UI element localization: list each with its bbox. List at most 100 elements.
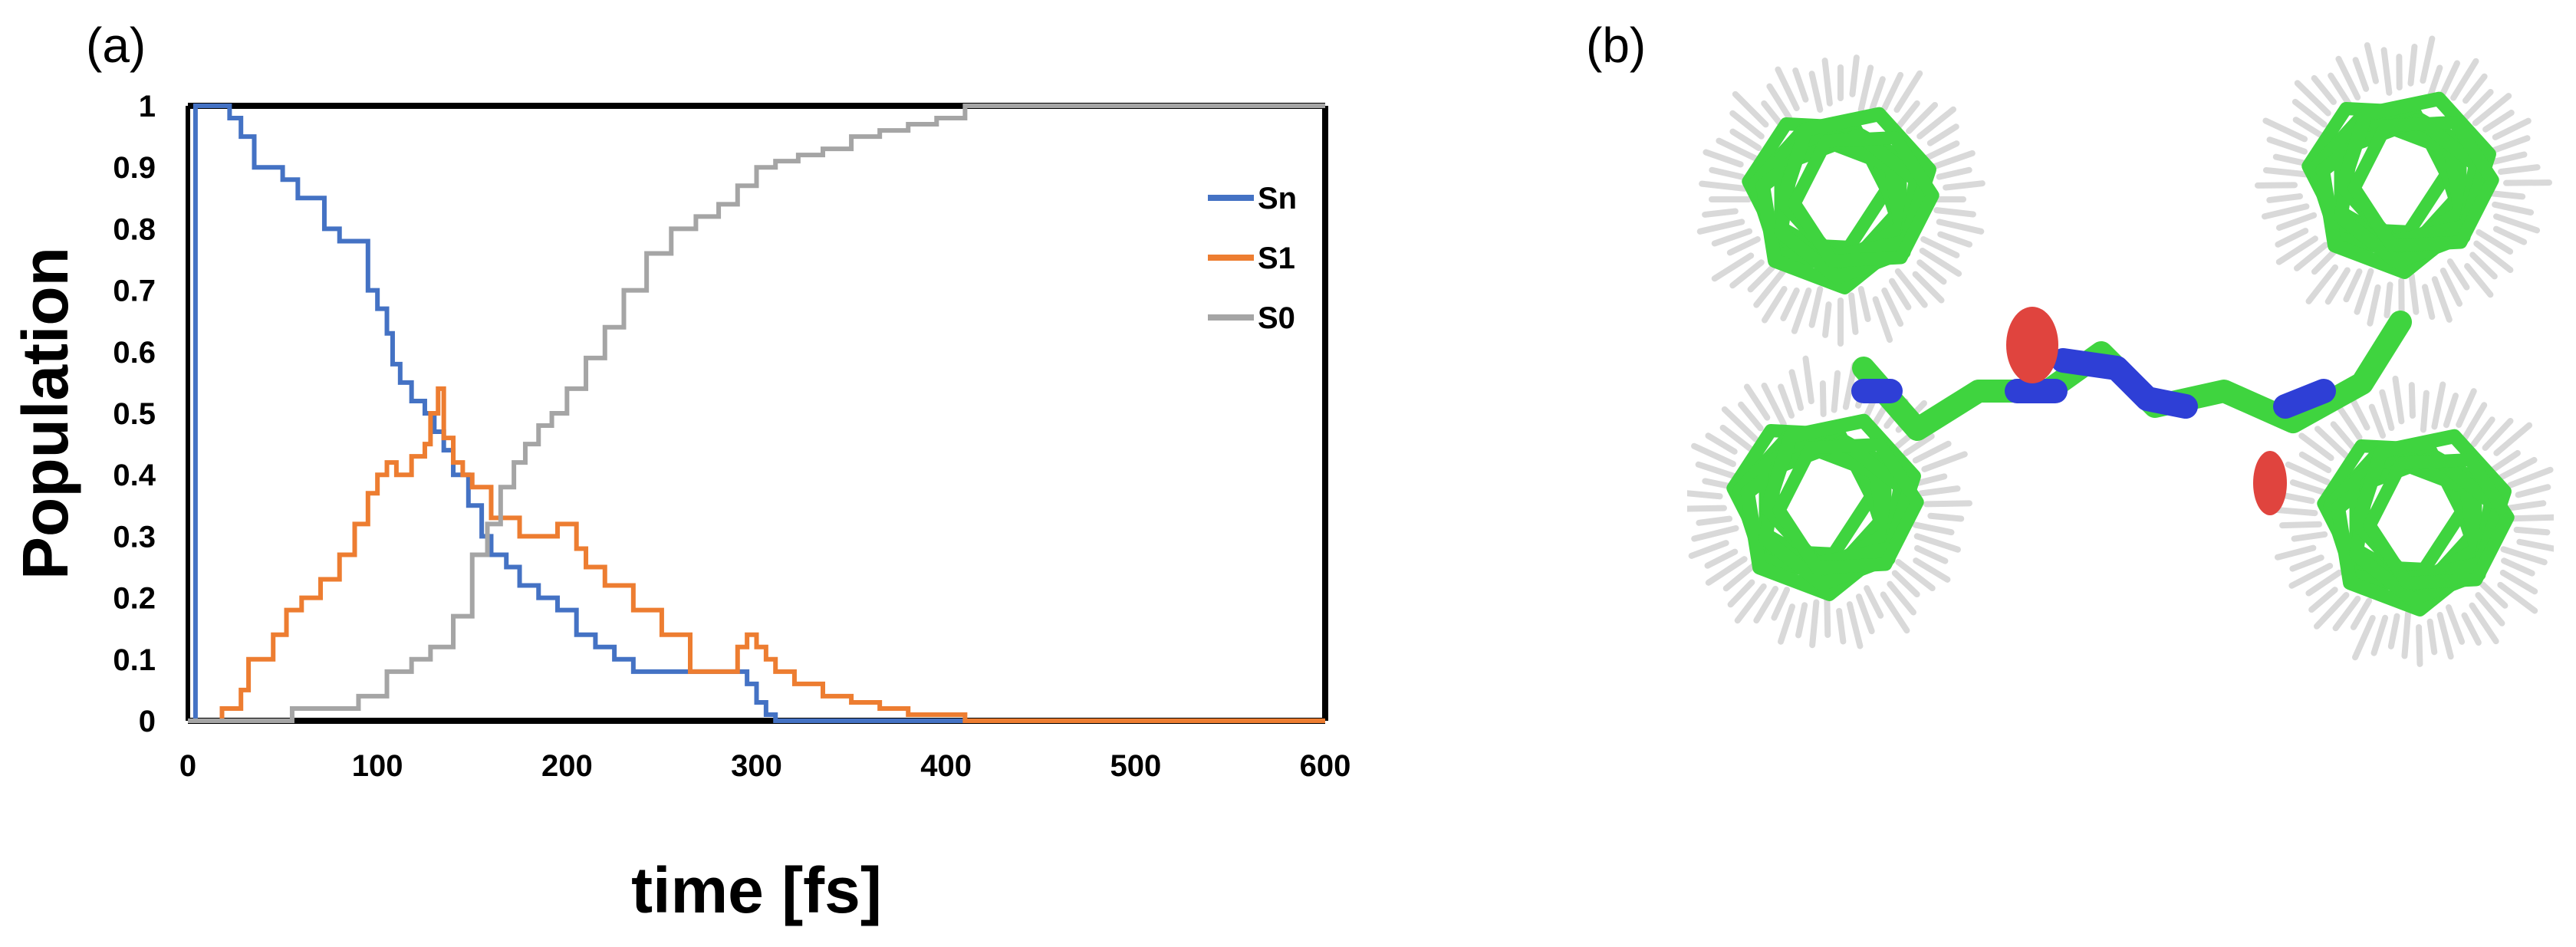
hydrogen-bond [2314,592,2350,630]
x-tick-label: 200 [541,749,593,783]
hydrogen-bond [1808,285,1824,328]
y-tick-label: 0.7 [113,275,156,308]
hydrogen-bond [2498,164,2541,175]
hydrogen-bond [2308,587,2338,613]
hydrogen-bond [1848,292,1859,335]
hydrogen-bond [2473,240,2514,274]
hydrogen-bond [2364,42,2379,84]
hydrogen-bond [1849,54,1860,97]
hydrogen-bond [2288,562,2334,589]
hydrogen-bond [2387,613,2400,649]
hydrogen-bond [2500,546,2548,566]
hydrogen-bond [2379,389,2395,432]
hydrogen-bond [2482,110,2515,133]
hydrogen-bond [1743,383,1771,421]
hydrogen-bond [1788,369,1805,411]
hydrogen-bond [2489,190,2526,200]
hydrogen-bond [1933,207,1976,218]
x-tick-label: 100 [352,749,403,783]
hydrogen-bond [2367,284,2381,327]
x-axis-title: time [fs] [631,854,882,926]
hydrogen-bond [2332,595,2361,632]
hydrogen-bond [1857,285,1871,322]
hydrogen-bond [1771,587,1791,621]
hydrogen-bond [1881,71,1904,112]
hydrogen-bond [2380,47,2393,96]
hydrogen-bond [2266,193,2303,203]
hydrogen-bond [1709,166,1745,180]
y-tick-label: 1 [139,90,156,123]
hydrogen-bond [1893,70,1923,113]
y-tick-label: 0.2 [113,582,156,616]
hydrogen-bond [1753,268,1787,308]
hydrogen-bond [2335,55,2361,101]
hydrogen-bond [2262,167,2312,178]
series-line-Sn [188,104,1325,723]
hydrogen-bond [2436,611,2454,660]
hydrogen-bond [2456,388,2477,428]
hydrogen-bond [1727,579,1755,608]
hydrogen-bond [2330,421,2357,451]
hydrogen-bond [1895,558,1936,592]
hydrogen-bond [2497,581,2538,614]
panel-label-a: (a) [86,18,146,73]
hydrogen-bond [2482,418,2514,451]
hydrogen-bond [2426,618,2438,656]
hydrogen-bond [1869,76,1886,112]
hydrogen-bond [2351,615,2376,661]
hydrogen-bond [2350,597,2373,630]
series-line-S0 [188,104,1325,723]
hydrogen-bond [2420,35,2436,84]
hydrogen-bond [2261,203,2310,220]
hydrogen-bond [2279,521,2323,529]
legend-label-S0: S0 [1258,301,1295,335]
hydrogen-bond [1824,594,1831,638]
hydrogen-bond [2422,284,2436,321]
x-tick-label: 0 [179,749,196,783]
hydrogen-bond [1912,271,1945,304]
y-tick-label: 0 [139,705,156,738]
hydrogen-bond [1775,66,1800,112]
hydrogen-bond [1914,544,1949,564]
hydrogen-bond [1703,149,1744,168]
hydrogen-bond [2401,610,2412,659]
hydrogen-bond [1762,285,1788,324]
hydrogen-bond [1921,451,1968,472]
hydrogen-bond [1747,265,1775,293]
hydrogen-bond [1780,287,1800,321]
hydrogen-bond [1889,278,1912,311]
hydrogen-bond [1819,380,1827,418]
hydrogen-bond [2461,612,2482,646]
hydrogen-bond [2507,466,2554,488]
hydrogen-bond [1809,599,1820,649]
hydrogen-bond [1691,524,1739,542]
hydrogen-bond [2469,602,2499,645]
hydrogen-bond [2503,500,2547,512]
hydrogen-bond [1928,150,1976,171]
hydrogen-bond [1778,383,1795,419]
hydrogen-bond [1917,485,1961,497]
hydrogen-bond [2446,258,2470,291]
hydrogen-bond [2431,276,2453,323]
hydrogen-bond [1792,67,1809,103]
hydrogen-bond [2498,456,2538,481]
hydrogen-bond [2289,479,2331,497]
hydrogen-bond [2443,393,2459,429]
x-tick-label: 500 [1110,749,1161,783]
hydrogen-bond [2262,117,2308,143]
hydrogen-bond [1937,231,1973,248]
x-axis-ticks: 0 100 200 300 400 500 600 [179,749,1351,783]
hydrogen-bond [2289,554,2324,572]
hydrogen-bond [1695,461,1737,479]
hydrogen-bond [2298,451,2332,474]
hydrogen-bond [1821,58,1833,107]
hydrogen-bond [2509,514,2554,522]
hydrogen-bond [2275,235,2318,265]
hydrogen-bond [1716,137,1761,163]
hydrogen-bond [2294,242,2329,271]
hydrogen-bond [1912,440,1952,464]
hydrogen-bond [2311,246,2339,275]
hydrogen-bond [2513,526,2551,536]
hydrogen-bond [1880,591,1910,634]
hydrogen-bond [1916,106,1956,140]
